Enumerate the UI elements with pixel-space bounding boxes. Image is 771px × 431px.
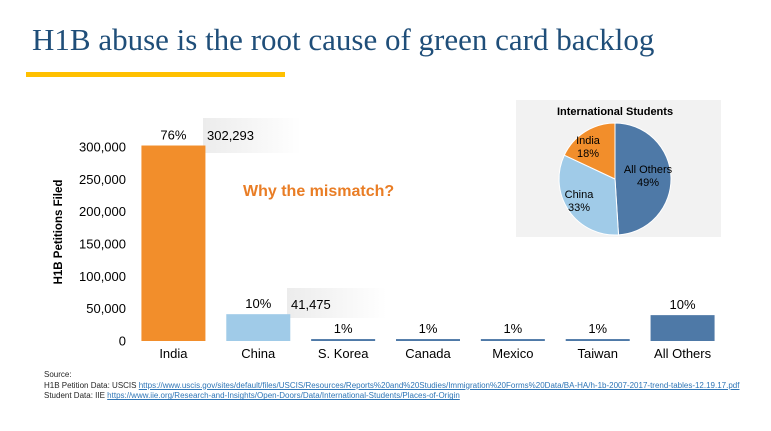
y-tick-label: 0 (119, 334, 126, 349)
source-heading: Source: (44, 370, 72, 379)
count-label-china: 41,475 (291, 297, 331, 312)
bar-mexico (480, 339, 545, 341)
pie-label-all-others-name: All Others (624, 164, 673, 176)
percent-label-india: 76% (160, 128, 186, 143)
student-source-prefix: Student Data: IIE (44, 391, 105, 401)
y-axis-title: H1B Petitions Filed (53, 180, 65, 285)
y-tick-label: 250,000 (79, 172, 126, 187)
china-count-box (287, 288, 387, 318)
pie-slice-india (563, 122, 616, 180)
bar-india (141, 145, 206, 341)
pie-title: International Students (557, 106, 673, 118)
slide-title: H1B abuse is the root cause of green car… (32, 22, 655, 57)
mismatch-annotation: Why the mismatch? (243, 183, 394, 200)
h1b-source-link[interactable]: https://www.uscis.gov/sites/default/file… (138, 380, 740, 390)
percent-label-s-korea: 1% (334, 321, 353, 336)
bar-taiwan (565, 339, 630, 341)
y-tick-label: 300,000 (79, 140, 126, 155)
y-tick-label: 50,000 (86, 301, 126, 316)
percent-label-taiwan: 1% (588, 321, 607, 336)
x-tick-label: China (241, 346, 276, 361)
y-tick-label: 100,000 (79, 269, 126, 284)
percent-label-china: 10% (245, 296, 271, 311)
y-axis-ticks: 0 50,000 100,000 150,000 200,000 250,000… (79, 140, 126, 349)
pie-label-china-name: China (565, 189, 595, 201)
pie-inset: International Students All Others 49% Ch… (516, 100, 721, 237)
student-source-line: Student Data: IIE https://www.iie.org/Re… (44, 391, 759, 402)
chart-canvas: H1B Petitions Filed 0 50,000 100,000 150… (53, 100, 721, 361)
x-tick-label: India (159, 346, 188, 361)
bar-s-korea (311, 339, 376, 341)
pie-slice-china (558, 154, 620, 236)
pie-slice-all-others (614, 122, 672, 236)
percent-label-canada: 1% (419, 321, 438, 336)
x-tick-label: All Others (654, 346, 712, 361)
x-tick-label: Mexico (492, 346, 533, 361)
bar-canada (396, 339, 460, 341)
pie-label-all-others-value: 49% (637, 177, 659, 189)
bar-china (226, 314, 291, 341)
percent-labels: 76% 10% 1% 1% 1% 1% 10% (160, 128, 696, 337)
source-notes: Source: H1B Petition Data: USCIS https:/… (44, 370, 759, 402)
count-label-india: 302,293 (207, 128, 254, 143)
title-accent-bar (26, 72, 285, 77)
pie-label-india-name: India (576, 135, 601, 147)
x-axis-labels: India China S. Korea Canada Mexico Taiwa… (159, 346, 711, 361)
student-source-link[interactable]: https://www.iie.org/Research-and-Insight… (107, 391, 460, 401)
h1b-source-prefix: H1B Petition Data: USCIS (44, 380, 137, 390)
x-tick-label: Taiwan (577, 346, 617, 361)
percent-label-all-others: 10% (670, 297, 696, 312)
x-tick-label: Canada (405, 346, 451, 361)
bar-all-others (650, 315, 715, 341)
pie-label-india-value: 18% (577, 148, 599, 160)
h1b-source-line: H1B Petition Data: USCIS https://www.usc… (44, 381, 759, 392)
bar-group (141, 145, 715, 341)
pie-label-china-value: 33% (568, 202, 590, 214)
percent-label-mexico: 1% (503, 321, 522, 336)
y-tick-label: 150,000 (79, 237, 126, 252)
bar-chart: H1B Petitions Filed 0 50,000 100,000 150… (53, 118, 715, 361)
y-tick-label: 200,000 (79, 204, 126, 219)
x-tick-label: S. Korea (318, 346, 369, 361)
india-count-box (203, 118, 301, 153)
